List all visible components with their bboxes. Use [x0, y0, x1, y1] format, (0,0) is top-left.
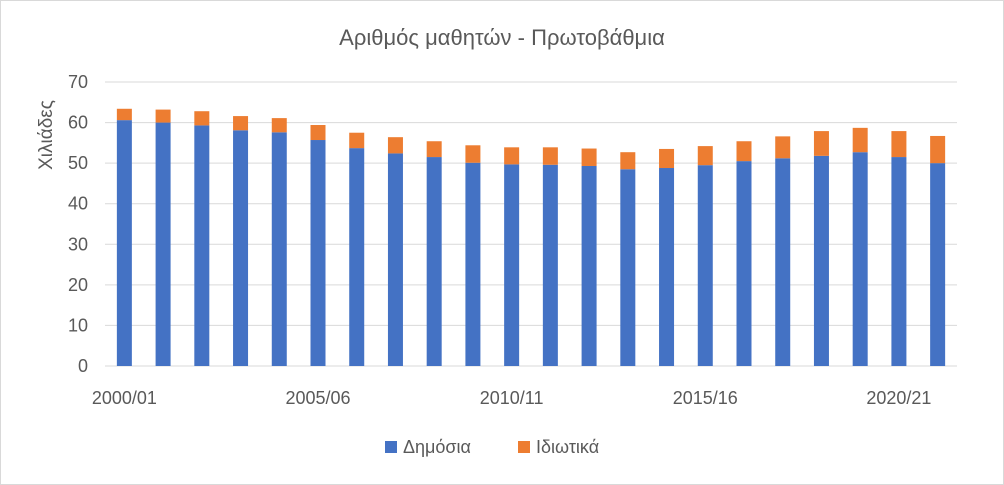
y-tick-label: 70	[68, 72, 88, 92]
bar-private	[659, 148, 675, 169]
bar-public	[813, 155, 829, 366]
bar-private	[504, 147, 520, 165]
bar-public	[194, 125, 210, 366]
bar-public	[504, 164, 520, 366]
legend: Δημόσια Ιδιωτικά	[385, 437, 599, 457]
y-tick-label: 20	[68, 275, 88, 295]
gridlines	[105, 81, 957, 367]
bar-private	[736, 141, 752, 162]
bar-public	[542, 164, 558, 366]
bar-private	[233, 116, 249, 131]
y-tick-label: 50	[68, 153, 88, 173]
bar-public	[736, 161, 752, 366]
bar-public	[581, 165, 597, 366]
x-tick-label: 2020/21	[866, 388, 931, 408]
x-tick-labels: 2000/01 2005/06 2010/11 2015/16 2020/21	[92, 388, 932, 408]
bar-private	[271, 118, 287, 133]
bar-private	[813, 131, 829, 156]
bar-public	[620, 169, 636, 366]
bar-private	[891, 131, 907, 158]
bar-public	[233, 130, 249, 366]
bar-private	[349, 132, 365, 149]
y-tick-label: 30	[68, 234, 88, 254]
x-tick-label: 2015/16	[673, 388, 738, 408]
bar-public	[852, 152, 868, 366]
y-tick-label: 0	[78, 356, 88, 376]
bar-public	[930, 163, 946, 366]
bar-public	[697, 165, 713, 366]
bar-private	[542, 147, 558, 165]
bar-private	[620, 152, 636, 170]
y-tick-label: 60	[68, 113, 88, 133]
x-tick-label: 2010/11	[480, 388, 544, 408]
bar-public	[465, 162, 481, 366]
x-tick-label: 2005/06	[285, 388, 350, 408]
bar-public	[271, 132, 287, 366]
bar-private	[465, 145, 481, 163]
y-tick-label: 40	[68, 194, 88, 214]
bar-public	[349, 148, 365, 366]
bar-private	[697, 146, 713, 166]
bars	[116, 108, 946, 366]
bar-private	[116, 108, 132, 121]
bar-public	[426, 157, 442, 366]
legend-label: Ιδιωτικά	[536, 437, 599, 457]
bar-public	[116, 120, 132, 366]
bar-private	[775, 136, 791, 159]
legend-label: Δημόσια	[403, 437, 471, 457]
bar-public	[659, 168, 675, 366]
bar-private	[310, 125, 326, 141]
legend-swatch	[385, 441, 397, 453]
y-tick-labels: 0 10 20 30 40 50 60 70	[68, 72, 88, 376]
legend-swatch	[518, 441, 530, 453]
y-axis-label: Χιλιάδες	[36, 100, 57, 170]
chart-title: Αριθμός μαθητών - Πρωτοβάθμια	[339, 25, 665, 50]
y-tick-label: 10	[68, 315, 88, 335]
bar-private	[852, 127, 868, 153]
bar-private	[194, 111, 210, 126]
bar-private	[426, 141, 442, 158]
bar-private	[387, 137, 403, 154]
bar-public	[891, 157, 907, 366]
bar-public	[387, 153, 403, 366]
bar-private	[581, 148, 597, 166]
bar-public	[775, 158, 791, 366]
bar-private	[155, 109, 171, 123]
bar-private	[930, 135, 946, 164]
bar-public	[310, 140, 326, 366]
bar-public	[155, 122, 171, 366]
x-tick-label: 2000/01	[92, 388, 157, 408]
